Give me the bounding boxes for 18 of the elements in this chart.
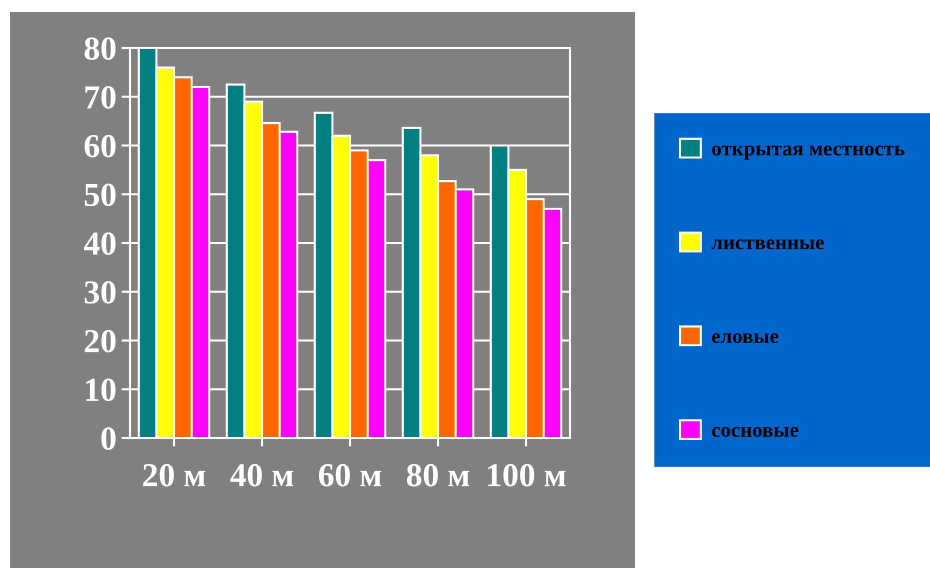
x-tick-label: 20 м <box>143 464 206 486</box>
y-tick-label: 50 <box>84 184 116 206</box>
y-tick-label: 0 <box>101 427 116 450</box>
x-tick-label: 60 м <box>318 464 382 486</box>
legend-label: еловые <box>712 333 778 344</box>
y-tick-label: 40 <box>84 232 116 255</box>
legend-label: сосновые <box>712 426 798 437</box>
x-tick-label: 80 м <box>406 464 470 486</box>
y-tick-label: 10 <box>86 378 116 402</box>
y-tick-label: 80 <box>84 37 116 60</box>
x-tick-label: 40 м <box>230 464 294 486</box>
y-tick-label: 20 <box>84 330 116 352</box>
x-tick-label: 100 м <box>488 464 566 486</box>
y-tick-label: 70 <box>85 86 116 109</box>
legend-label: открытая местность <box>712 145 904 160</box>
y-tick-label: 30 <box>84 281 116 304</box>
legend-label: лиственные <box>712 239 824 250</box>
y-tick-label: 60 <box>84 134 116 158</box>
